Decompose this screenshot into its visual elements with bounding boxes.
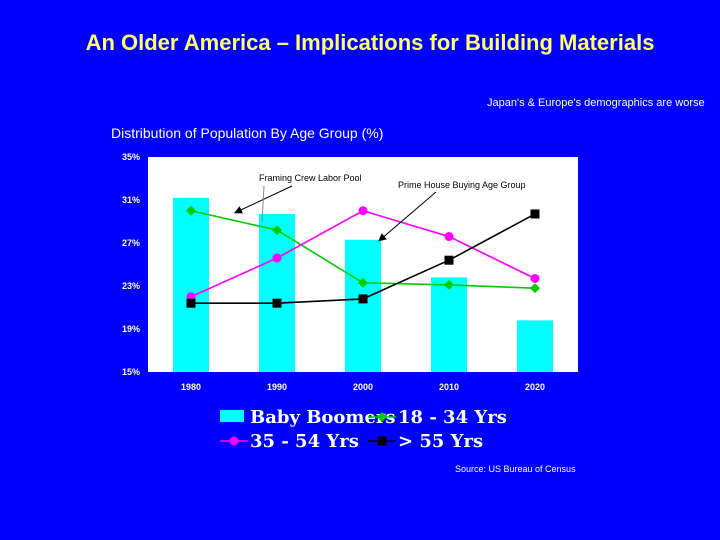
bar-baby-boomers-1980 bbox=[173, 197, 209, 372]
y-tick-label: 27% bbox=[122, 238, 140, 248]
annotation-prime-house: Prime House Buying Age Group bbox=[398, 180, 526, 190]
point-35-54-yrs-2020 bbox=[530, 273, 540, 283]
point-18-34-yrs-2020 bbox=[530, 283, 540, 294]
bar-baby-boomers-2000 bbox=[345, 239, 381, 372]
x-tick-label: 2010 bbox=[439, 382, 459, 392]
point-55-yrs-2020 bbox=[530, 209, 540, 219]
point-35-54-yrs-2010 bbox=[444, 232, 454, 242]
annotation-framing-crew: Framing Crew Labor Pool bbox=[259, 173, 362, 183]
point-35-54-yrs-1990 bbox=[272, 253, 282, 263]
y-tick-label: 31% bbox=[122, 195, 140, 205]
y-tick-label: 15% bbox=[122, 367, 140, 377]
y-tick-label: 19% bbox=[122, 324, 140, 334]
bar-baby-boomers-2010 bbox=[431, 277, 467, 372]
point-18-34-yrs-1990 bbox=[272, 225, 282, 236]
bar-baby-boomers-1990 bbox=[259, 213, 295, 372]
legend-marker-18-34-yrs bbox=[377, 412, 387, 422]
x-tick-label: 1990 bbox=[267, 382, 287, 392]
legend-label-18-34-yrs: 18 - 34 Yrs bbox=[398, 407, 507, 428]
point-18-34-yrs-2010 bbox=[444, 279, 454, 290]
point-35-54-yrs-2000 bbox=[358, 206, 368, 216]
y-tick-label: 23% bbox=[122, 281, 140, 291]
annotation-arrow-prime-house bbox=[378, 191, 437, 242]
annotation-pointer-framing-crew bbox=[261, 185, 265, 223]
x-tick-label: 1980 bbox=[181, 382, 201, 392]
point-18-34-yrs-2000 bbox=[358, 277, 368, 288]
chart-subtitle: Distribution of Population By Age Group … bbox=[111, 125, 384, 141]
point-55-yrs-1990 bbox=[272, 298, 282, 308]
point-18-34-yrs-1980 bbox=[186, 205, 196, 216]
x-tick-label: 2020 bbox=[525, 382, 545, 392]
slide-title: An Older America – Implications for Buil… bbox=[85, 30, 655, 55]
side-note: Japan's & Europe's demographics are wors… bbox=[487, 97, 705, 109]
point-55-yrs-2000 bbox=[358, 294, 368, 304]
legend-marker-35-54-yrs bbox=[229, 436, 239, 446]
y-tick-label: 35% bbox=[122, 152, 140, 162]
x-tick-label: 2000 bbox=[353, 382, 373, 392]
bar-baby-boomers-2020 bbox=[517, 320, 553, 372]
legend-swatch-baby-boomers bbox=[220, 410, 244, 422]
legend-label-55-yrs: > 55 Yrs bbox=[398, 431, 483, 452]
legend-label-baby-boomers: Baby Boomers bbox=[250, 407, 396, 428]
point-55-yrs-2010 bbox=[444, 255, 454, 265]
source-note: Source: US Bureau of Census bbox=[455, 464, 576, 474]
legend-label-35-54-yrs: 35 - 54 Yrs bbox=[250, 431, 359, 452]
point-55-yrs-1980 bbox=[186, 298, 196, 308]
legend-marker-55-yrs bbox=[377, 436, 387, 446]
